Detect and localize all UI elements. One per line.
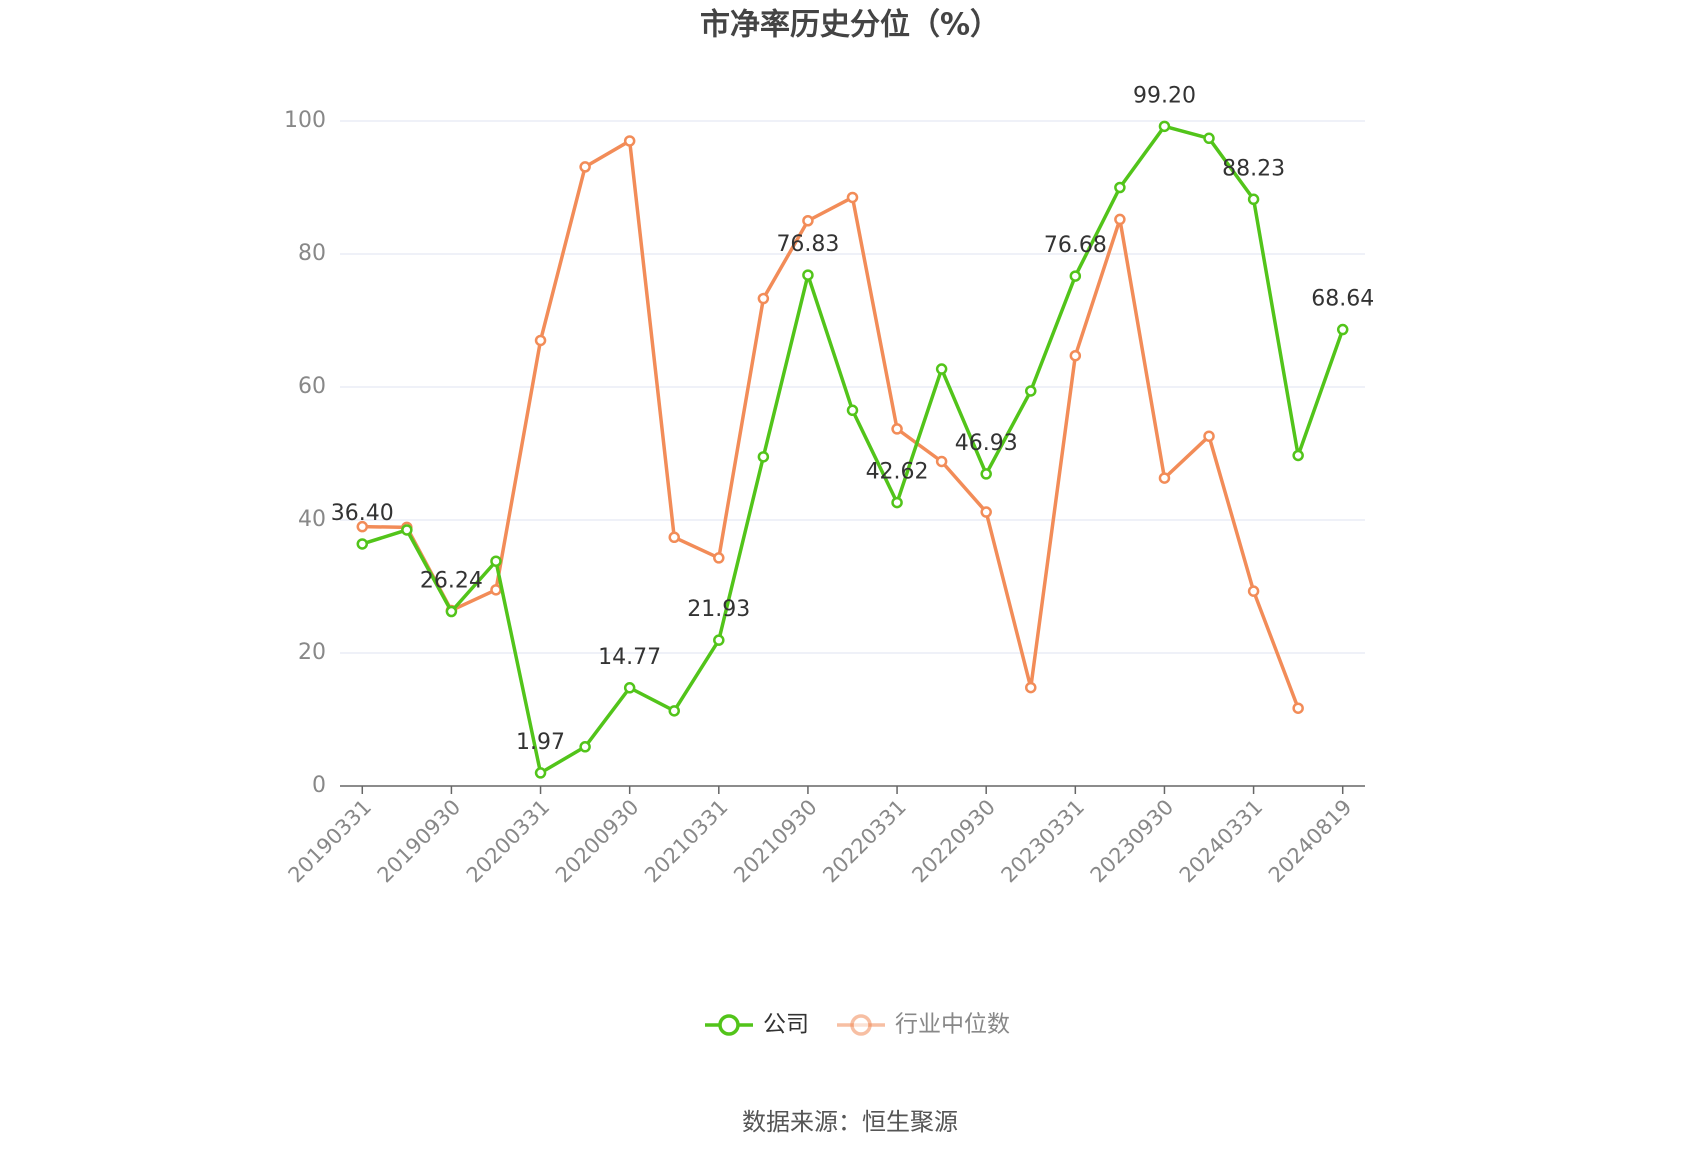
point xyxy=(1292,449,1304,462)
legend-marker xyxy=(718,1014,740,1036)
data-label: 46.93 xyxy=(955,431,1018,456)
x-tick-label: 20220930 xyxy=(907,795,1000,888)
data-label: 14.77 xyxy=(598,645,661,670)
point xyxy=(1336,323,1349,336)
point xyxy=(1247,193,1260,206)
x-tick-label: 20240331 xyxy=(1175,795,1268,888)
point xyxy=(579,741,591,753)
point xyxy=(980,506,992,518)
point xyxy=(490,584,502,596)
point xyxy=(668,531,680,544)
x-tick-label: 20210331 xyxy=(640,795,733,888)
point xyxy=(1247,585,1260,597)
point xyxy=(1292,702,1304,714)
point xyxy=(668,705,680,717)
point xyxy=(623,135,636,147)
x-tick-label: 20220331 xyxy=(818,795,911,888)
y-tick-label: 80 xyxy=(298,241,326,266)
point xyxy=(1025,385,1037,397)
point xyxy=(713,552,725,564)
point xyxy=(1025,681,1037,694)
point xyxy=(356,538,369,550)
x-tick-label: 20230930 xyxy=(1086,795,1179,888)
y-tick-label: 40 xyxy=(298,507,326,532)
point xyxy=(579,161,591,173)
legend-label: 公司 xyxy=(763,1012,809,1038)
point xyxy=(1069,270,1082,282)
point xyxy=(445,605,458,618)
point xyxy=(846,191,859,204)
legend-label: 行业中位数 xyxy=(895,1012,1010,1038)
x-tick-label: 20190930 xyxy=(373,795,466,888)
point xyxy=(1158,120,1171,133)
data-label: 36.40 xyxy=(331,501,394,526)
point xyxy=(356,520,369,533)
source-note: 数据来源：恒生聚源 xyxy=(742,1108,958,1136)
x-tick-label: 20240819 xyxy=(1264,795,1357,888)
data-label: 26.24 xyxy=(420,569,483,594)
x-tick-label: 20200331 xyxy=(462,795,555,888)
point xyxy=(891,496,903,509)
x-tick-label: 20200930 xyxy=(551,795,644,888)
point xyxy=(490,555,502,567)
y-tick-label: 20 xyxy=(298,640,326,665)
x-tick-label: 20230331 xyxy=(997,795,1090,888)
point xyxy=(802,215,814,227)
x-tick-label: 20190331 xyxy=(284,795,377,888)
point xyxy=(713,634,725,646)
data-label: 42.62 xyxy=(866,460,929,485)
point xyxy=(401,524,413,536)
point xyxy=(757,292,770,305)
point xyxy=(802,269,814,281)
data-label: 88.23 xyxy=(1222,156,1285,181)
data-label: 21.93 xyxy=(687,597,750,622)
point xyxy=(534,334,547,347)
data-label: 76.83 xyxy=(776,232,839,257)
legend-marker xyxy=(850,1014,872,1036)
point xyxy=(1069,349,1082,362)
data-label: 1.97 xyxy=(516,730,565,755)
point xyxy=(891,423,903,435)
x-tick-label: 20210930 xyxy=(729,795,822,888)
y-tick-label: 60 xyxy=(298,374,326,399)
point xyxy=(1114,181,1126,194)
point xyxy=(623,682,636,694)
point xyxy=(534,767,547,779)
point xyxy=(935,363,948,375)
y-tick-label: 100 xyxy=(284,108,326,133)
point xyxy=(935,455,948,468)
point xyxy=(1203,132,1215,145)
chart-title: 市净率历史分位（%） xyxy=(700,8,1000,43)
point xyxy=(1158,472,1171,484)
point xyxy=(1114,213,1126,226)
data-label: 68.64 xyxy=(1311,287,1374,312)
point xyxy=(846,404,859,417)
series-line xyxy=(362,139,1300,709)
y-tick-label: 0 xyxy=(312,773,326,798)
point xyxy=(1203,430,1215,442)
point xyxy=(757,451,770,463)
data-label: 76.68 xyxy=(1044,233,1107,258)
data-label: 99.20 xyxy=(1133,83,1196,108)
point xyxy=(980,468,992,480)
